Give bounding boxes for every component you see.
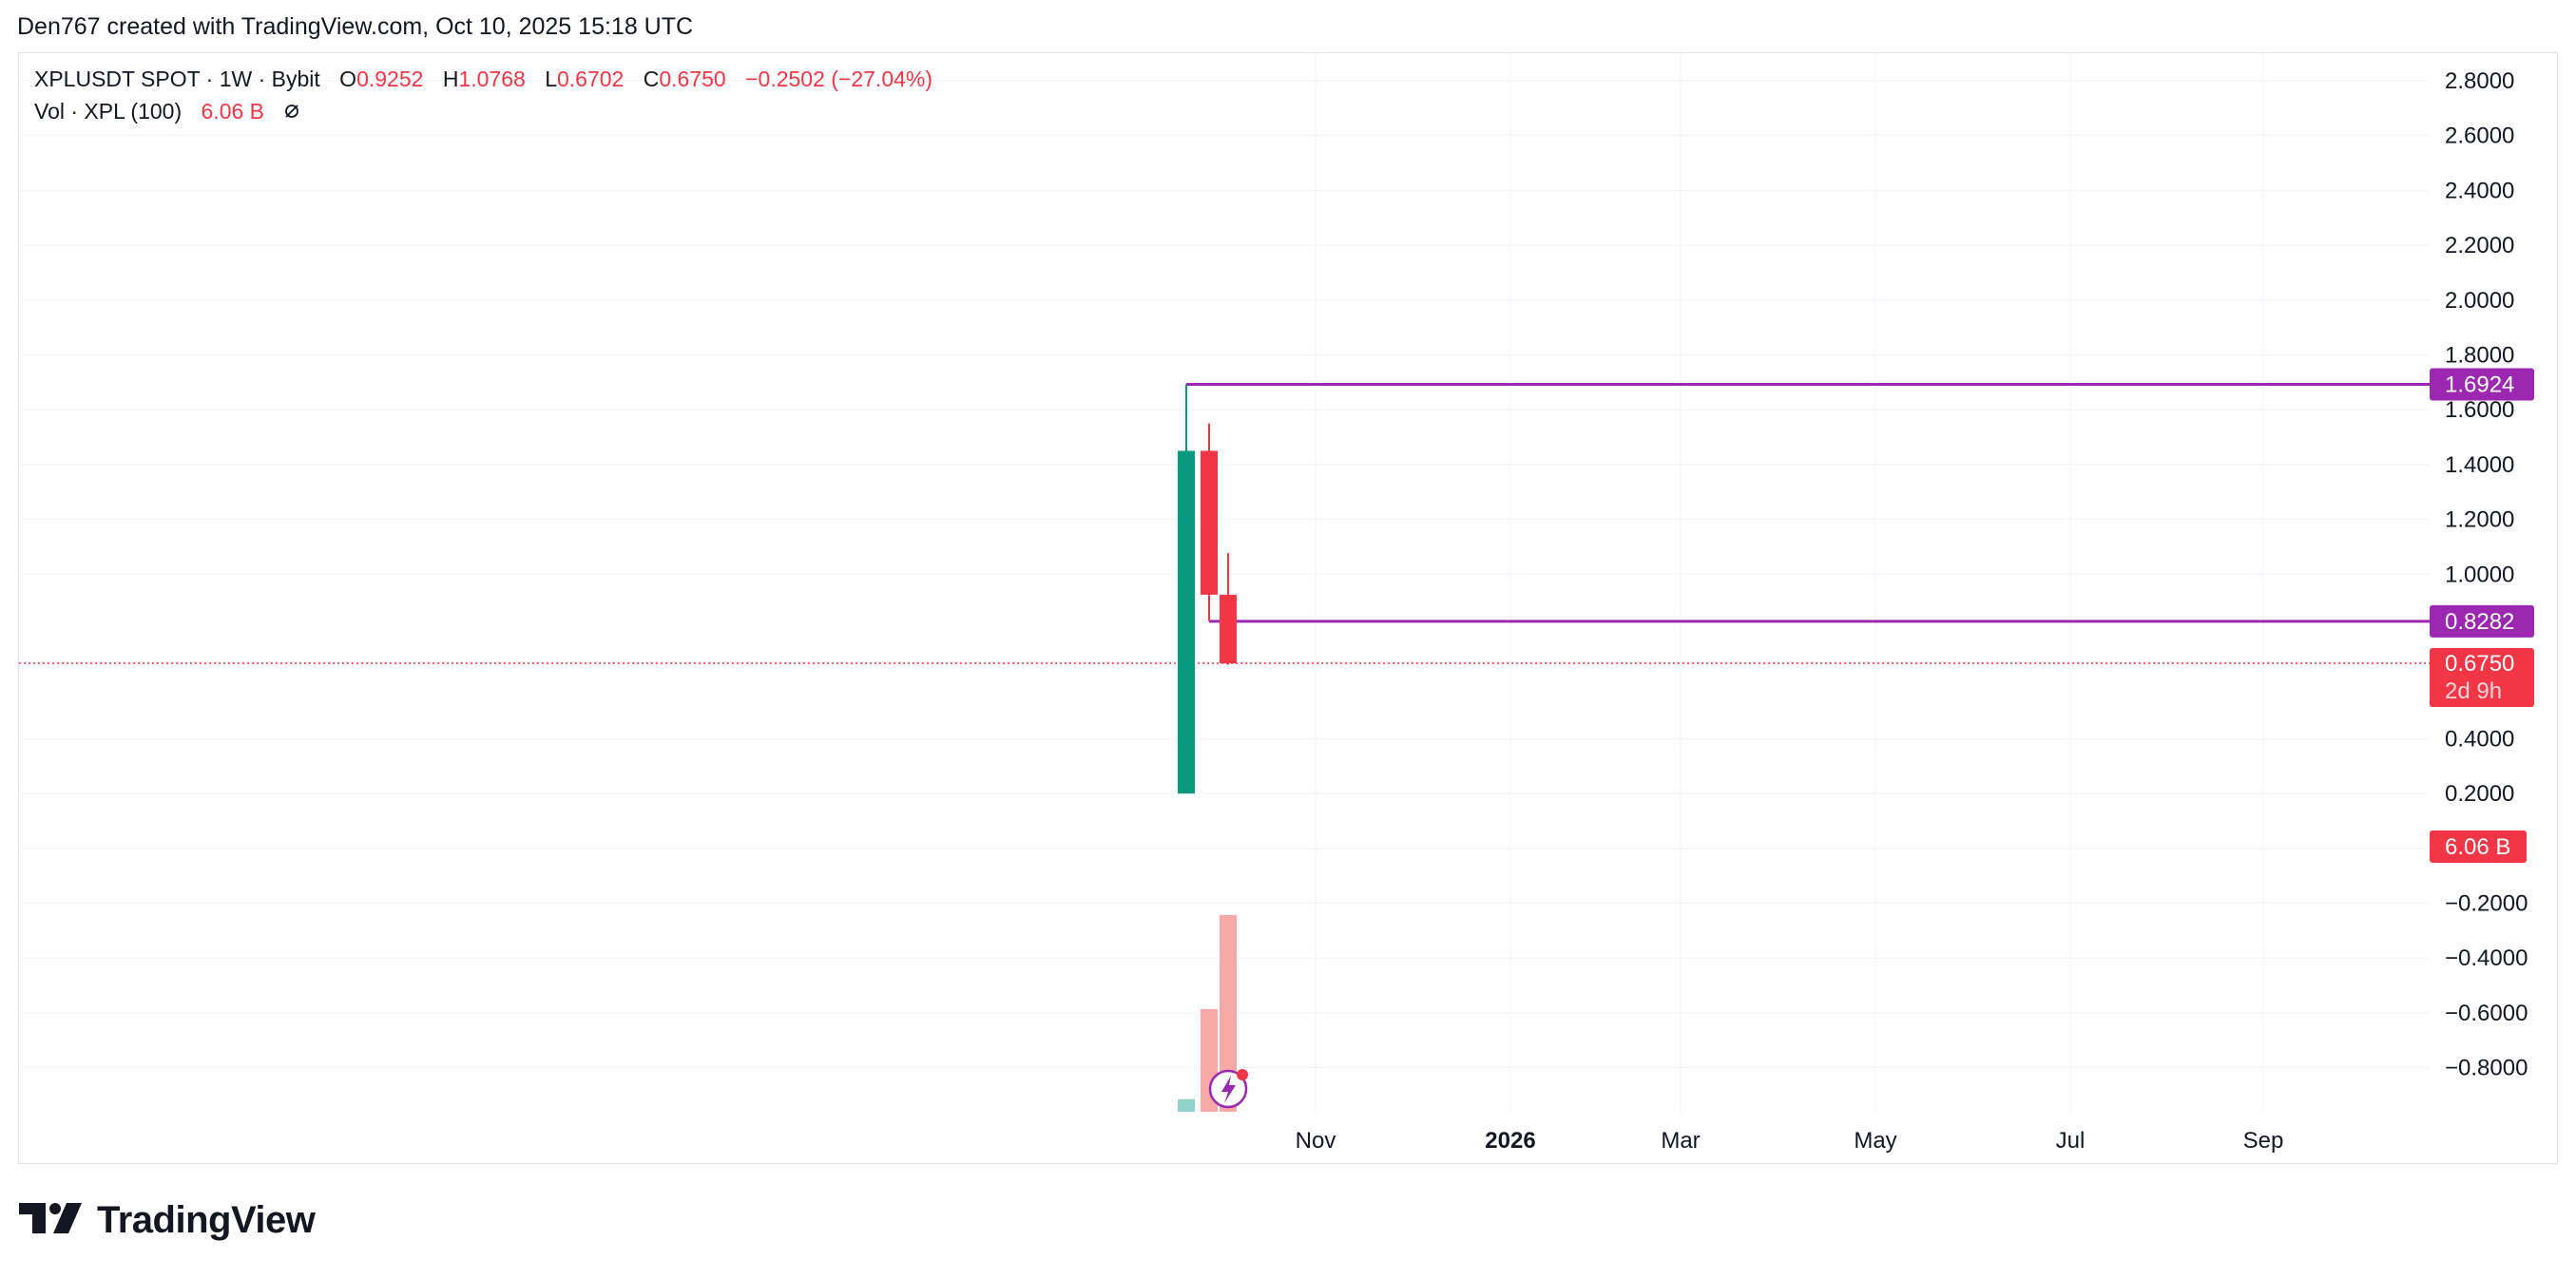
price-tick-label: 2.2000 — [2445, 233, 2514, 258]
time-tick-label: May — [1854, 1128, 1896, 1154]
candle-body[interactable] — [1178, 450, 1195, 794]
close-label: C — [643, 67, 660, 91]
open-label: O — [339, 67, 357, 91]
ohlc-legend: XPLUSDT SPOT · 1W · Bybit O0.9252 H1.076… — [34, 67, 932, 92]
tradingview-logo-icon — [19, 1203, 87, 1238]
time-tick-label: Mar — [1661, 1128, 1700, 1154]
volume-legend: Vol · XPL (100) 6.06 B — [34, 99, 300, 125]
time-tick-label: Sep — [2243, 1128, 2284, 1154]
brand-name: TradingView — [97, 1199, 316, 1241]
price-tick-label: 2.8000 — [2445, 68, 2514, 94]
last-price-tag-label: 0.6750 — [2445, 651, 2514, 677]
volume-bar — [1220, 914, 1237, 1112]
high-label: H — [442, 67, 459, 91]
close-value: 0.6750 — [659, 67, 726, 91]
price-tick-label: 1.2000 — [2445, 507, 2514, 533]
lightning-icon-bolt — [1221, 1076, 1236, 1103]
high-value: 1.0768 — [458, 67, 526, 91]
time-tick-label: 2026 — [1485, 1128, 1535, 1154]
horizontal-levels — [19, 383, 2430, 664]
countdown-label: 2d 9h — [2445, 678, 2502, 704]
volume-label[interactable]: Vol · XPL (100) — [34, 99, 183, 124]
open-value: 0.9252 — [356, 67, 424, 91]
grid-lines — [19, 53, 2429, 1114]
notification-dot — [1237, 1069, 1248, 1080]
symbol-label[interactable]: XPLUSDT SPOT · 1W · Bybit — [34, 67, 320, 91]
price-tick-label: −0.4000 — [2445, 945, 2528, 971]
price-tick-label: 1.6000 — [2445, 397, 2514, 423]
volume-tag — [2430, 830, 2527, 863]
low-value: 0.6702 — [556, 67, 625, 91]
price-tick-label: 2.6000 — [2445, 124, 2514, 149]
tradingview-logo[interactable]: TradingView — [19, 1199, 316, 1242]
candles — [1178, 384, 1237, 794]
level-price-tag — [2430, 368, 2534, 401]
event-markers — [1208, 1069, 1248, 1109]
price-axis: 2.8000 2.6000 2.4000 2.2000 2.0000 1.8000 1.60… — [2445, 68, 2528, 1081]
price-tick-label: 1.0000 — [2445, 562, 2514, 587]
price-tick-label: 2.0000 — [2445, 288, 2514, 314]
volume-tag-label: 6.06 B — [2445, 834, 2510, 860]
level-price-tag-label: 1.6924 — [2445, 372, 2514, 398]
volume-value: 6.06 B — [201, 99, 265, 124]
chart-attribution: Den767 created with TradingView.com, Oct… — [17, 13, 694, 40]
price-tick-label: 1.4000 — [2445, 452, 2514, 478]
price-tick-label: 0.4000 — [2445, 726, 2514, 752]
level-price-tag-label: 0.8282 — [2445, 609, 2514, 635]
level-price-tag — [2430, 604, 2534, 638]
volume-bar — [1178, 1098, 1195, 1112]
chart-frame — [18, 52, 2558, 1164]
price-tick-label: 1.8000 — [2445, 342, 2514, 368]
last-price-tag — [2430, 648, 2534, 708]
price-tick-label: −0.6000 — [2445, 1001, 2528, 1026]
price-tick-label: −0.8000 — [2445, 1056, 2528, 1081]
change-value: −0.2502 (−27.04%) — [745, 67, 933, 91]
low-label: L — [545, 67, 557, 91]
time-axis: Nov 2026 Mar May Jul Sep — [1296, 1128, 2284, 1154]
price-tick-label: −0.2000 — [2445, 891, 2528, 917]
price-tick-label: 2.4000 — [2445, 178, 2514, 203]
price-tick-label: 0.2000 — [2445, 781, 2514, 807]
candle-body[interactable] — [1201, 450, 1218, 595]
time-tick-label: Nov — [1296, 1128, 1336, 1154]
time-tick-label: Jul — [2056, 1128, 2086, 1154]
candle-body[interactable] — [1220, 594, 1237, 664]
eye-slash-icon[interactable] — [283, 100, 300, 125]
lightning-icon[interactable] — [1208, 1069, 1248, 1109]
